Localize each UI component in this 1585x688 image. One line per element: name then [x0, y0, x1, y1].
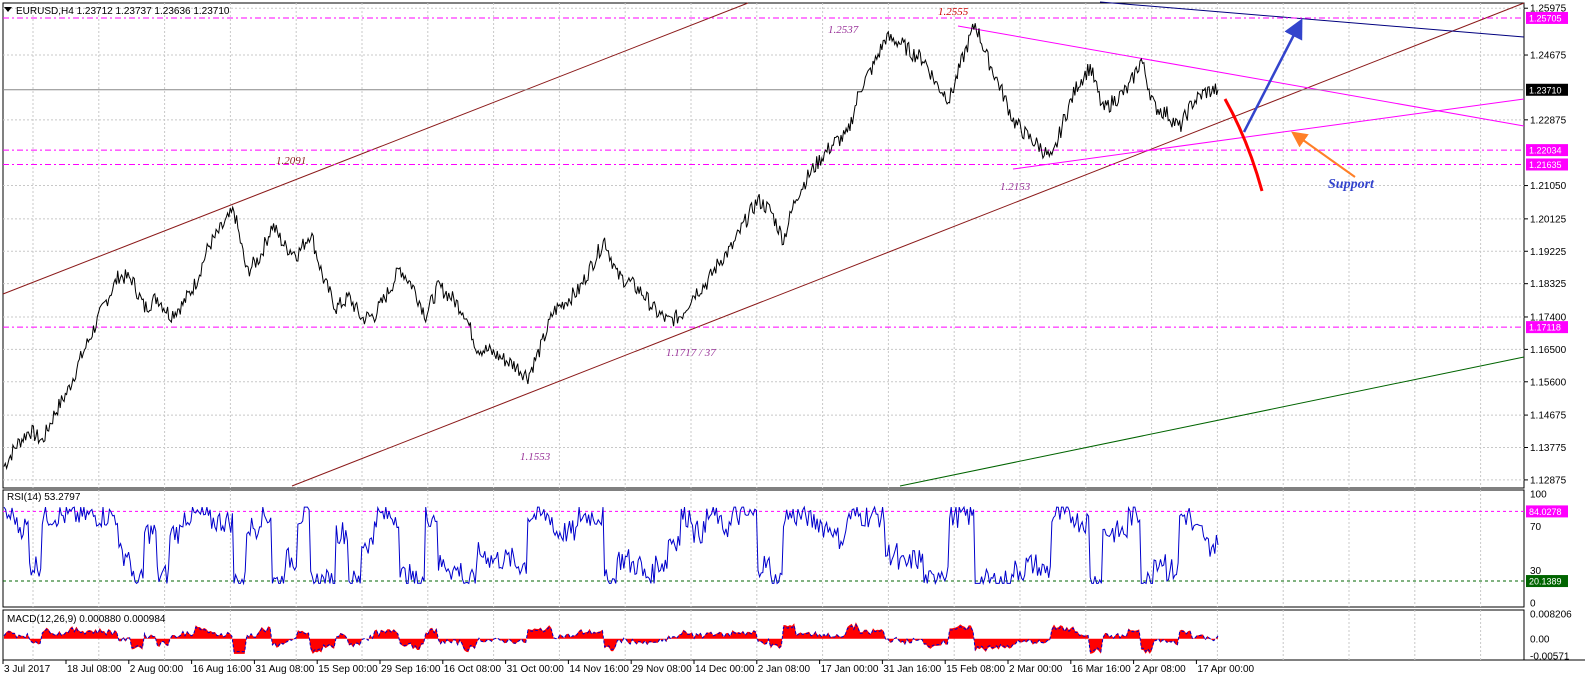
panel-frames: [2, 2, 1585, 661]
macd-tick-label: 0.008206: [1530, 610, 1572, 621]
channel-upper-line: [2, 2, 749, 295]
rsi-tick-label: 100: [1530, 490, 1547, 501]
y-tick-label: 1.22875: [1530, 115, 1567, 126]
y-tick-label: 1.21050: [1530, 181, 1567, 192]
macd-title: MACD(12,26,9) 0.000880 0.000984: [7, 614, 166, 625]
long-term-green-line: [899, 356, 1525, 487]
price-annotation: 1.1717 / 37: [666, 347, 716, 359]
x-tick-label: 2 Aug 00:00: [130, 664, 184, 675]
level-badge: [1526, 158, 1568, 171]
x-tick-label: 2 Apr 08:00: [1135, 664, 1187, 675]
x-tick-label: 29 Nov 08:00: [632, 664, 692, 675]
x-tick-label: 17 Jan 00:00: [821, 664, 879, 675]
x-tick-label: 31 Jan 16:00: [883, 664, 941, 675]
x-tick-label: 2 Jan 08:00: [758, 664, 811, 675]
rsi-level-badge: [1526, 505, 1568, 518]
rsi-level-badge-label: 20.1389: [1529, 577, 1562, 587]
level-badge: [1526, 321, 1568, 334]
rsi-grid: [3, 490, 1524, 607]
x-tick-label: 14 Dec 00:00: [695, 664, 755, 675]
rsi-line: [3, 505, 1219, 586]
level-badge: [1526, 83, 1568, 96]
level-badge: [1526, 11, 1568, 24]
trendline-drawings: [2, 1, 1525, 487]
price-annotation: 1.2091: [276, 155, 306, 167]
channel-lower-line: [291, 2, 1525, 487]
macd-tick-label: 0.00: [1530, 634, 1550, 645]
triangle-upper-line: [957, 25, 1525, 127]
x-tick-label: 15 Feb 08:00: [946, 664, 1005, 675]
price-line: [3, 23, 1219, 471]
panel-frame-0: [2, 2, 1525, 489]
panel-frame-2: [2, 609, 1525, 661]
support-orange-arrow: [1291, 131, 1356, 178]
time-axis: 3 Jul 2017 18 Jul 08:00 2 Aug 00:00 16 Aug …: [2, 660, 1255, 675]
x-tick-label: 16 Mar 16:00: [1072, 664, 1131, 675]
y-tick-label: 1.14675: [1530, 411, 1567, 422]
y-tick-label: 1.25975: [1530, 4, 1567, 15]
forecast-arrows: [1223, 18, 1356, 192]
x-tick-label: 14 Nov 16:00: [569, 664, 629, 675]
bearish-red-arrow: [1223, 98, 1264, 192]
level-badge: [1526, 144, 1568, 157]
y-tick-label: 1.18325: [1530, 279, 1567, 290]
support-label: Support: [1328, 177, 1375, 192]
x-tick-label: 15 Sep 00:00: [318, 664, 378, 675]
triangle-down-icon[interactable]: [4, 7, 12, 12]
price-annotation: 1.2537: [828, 24, 859, 36]
rsi-tick-label: 0: [1530, 599, 1536, 610]
rsi-tick-label: 70: [1530, 522, 1542, 533]
price-annotation: 1.2555: [938, 6, 969, 18]
level-badge-label: 1.22034: [1529, 146, 1562, 156]
y-tick-label: 1.15600: [1530, 377, 1567, 388]
x-tick-label: 29 Sep 16:00: [381, 664, 441, 675]
x-tick-label: 31 Oct 00:00: [507, 664, 565, 675]
rsi-level-badge: [1526, 575, 1568, 588]
horizontal-levels: [3, 17, 1524, 328]
x-tick-label: 16 Aug 16:00: [193, 664, 252, 675]
panel-frame-1: [2, 489, 1525, 608]
x-tick-label: 18 Jul 08:00: [67, 664, 122, 675]
y-tick-label: 1.24675: [1530, 51, 1567, 62]
x-tick-label: 16 Oct 08:00: [444, 664, 502, 675]
macd-tick-label: -0.00571: [1530, 652, 1570, 663]
level-badge-label: 1.23710: [1529, 85, 1562, 95]
resistance-navy-line: [1099, 1, 1525, 38]
triangle-lower-line: [1012, 98, 1525, 170]
price-annotation: 1.1553: [520, 451, 551, 463]
y-tick-label: 1.13775: [1530, 443, 1567, 454]
rsi-level-badge-label: 84.0278: [1529, 507, 1562, 517]
x-tick-label: 2 Mar 00:00: [1009, 664, 1063, 675]
level-badge-label: 1.25705: [1529, 13, 1562, 23]
y-tick-label: 1.17400: [1530, 312, 1567, 323]
y-tick-label: 1.16500: [1530, 345, 1567, 356]
y-tick-label: 1.12875: [1530, 475, 1567, 486]
main-chart-title: EURUSD,H4 1.23712 1.23737 1.23636 1.2371…: [16, 6, 230, 17]
price-axis: 1.25705 1.23710 1.22034 1.21635 1.17118 1.259…: [1524, 4, 1572, 663]
rsi-tick-label: 30: [1530, 566, 1542, 577]
y-tick-label: 1.20125: [1530, 214, 1567, 225]
y-tick-label: 1.19225: [1530, 247, 1567, 258]
x-tick-label: 17 Apr 00:00: [1197, 664, 1254, 675]
level-badge-label: 1.21635: [1529, 160, 1562, 170]
price-annotations: 1.2555 1.2537 1.2091 1.2153 1.1717 / 37 1.155…: [276, 6, 1375, 463]
price-annotation: 1.2153: [1000, 181, 1031, 193]
macd-grid: [32, 610, 1482, 660]
level-badge-label: 1.17118: [1529, 323, 1561, 333]
x-tick-label: 3 Jul 2017: [4, 664, 51, 675]
macd-signal-line: [3, 623, 1219, 653]
x-tick-label: 31 Aug 08:00: [255, 664, 314, 675]
bullish-blue-arrow: [1242, 18, 1303, 133]
rsi-title: RSI(14) 53.2797: [7, 492, 81, 503]
